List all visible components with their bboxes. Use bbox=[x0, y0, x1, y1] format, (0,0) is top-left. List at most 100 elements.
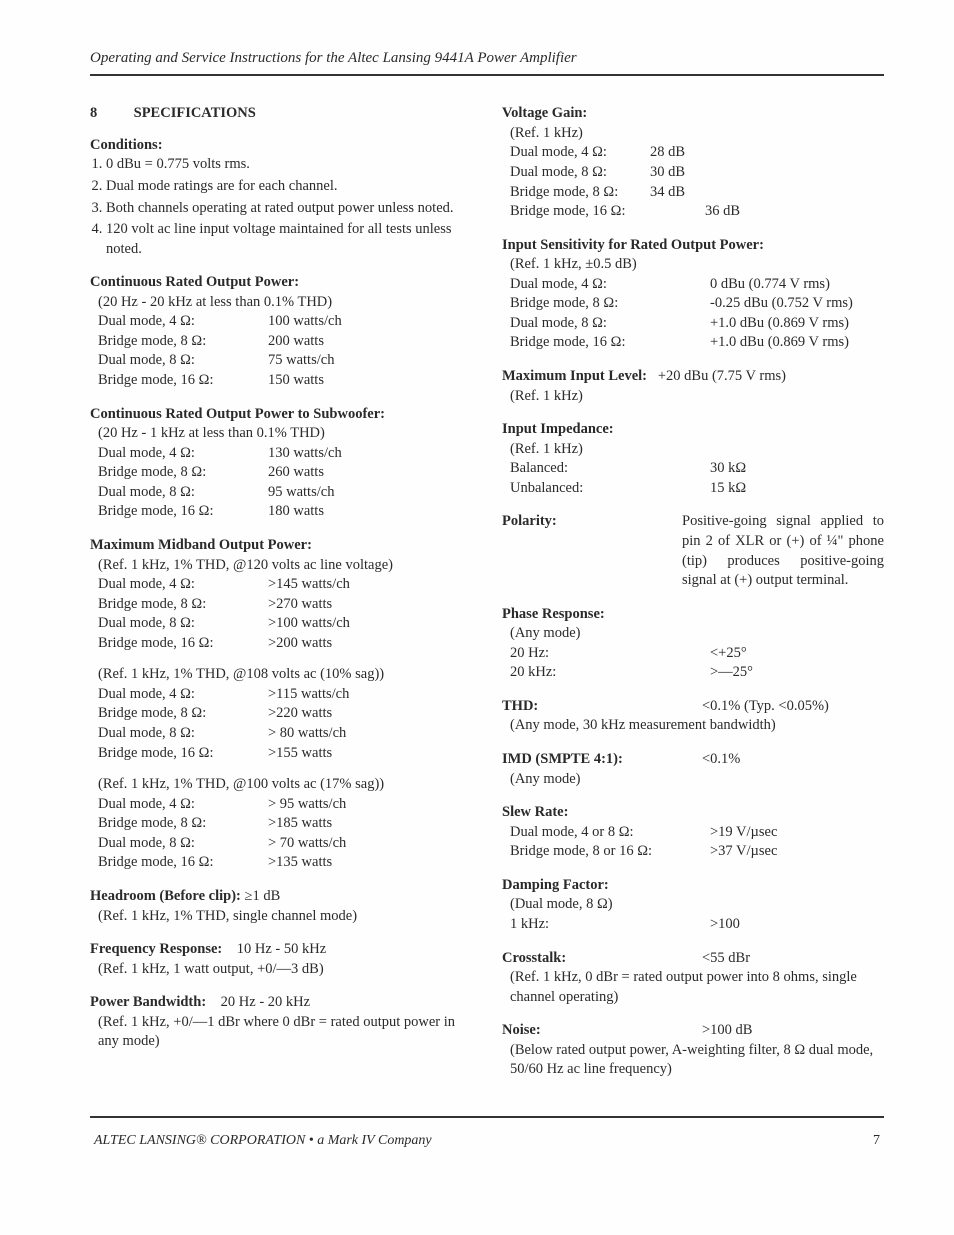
spec-value: >37 V/µsec bbox=[710, 842, 884, 862]
spec-label: Bridge mode, 8 or 16 Ω: bbox=[510, 842, 710, 862]
phase-sub: (Any mode) bbox=[502, 624, 884, 644]
freq-resp-label: Frequency Response: bbox=[90, 941, 222, 957]
imd-val: <0.1% bbox=[702, 750, 884, 770]
spec-label: Dual mode, 8 Ω: bbox=[98, 483, 268, 503]
noise-label: Noise: bbox=[502, 1021, 702, 1041]
spec-label: Dual mode, 4 Ω: bbox=[98, 685, 268, 705]
spec-row: Dual mode, 4 Ω:> 95 watts/ch bbox=[98, 795, 472, 815]
spec-value: >135 watts bbox=[268, 853, 472, 873]
spec-row: Bridge mode, 16 Ω:+1.0 dBu (0.869 V rms) bbox=[510, 333, 884, 353]
spec-row: Bridge mode, 16 Ω:36 dB bbox=[510, 202, 884, 222]
right-column: Voltage Gain: (Ref. 1 kHz) Dual mode, 4 … bbox=[502, 104, 884, 1094]
crop-sub: (20 Hz - 20 kHz at less than 0.1% THD) bbox=[90, 293, 472, 313]
slew-title: Slew Rate: bbox=[502, 803, 884, 823]
footer-company: ALTEC LANSING® CORPORATION • a Mark IV C… bbox=[94, 1132, 432, 1151]
mmop-block: Maximum Midband Output Power: (Ref. 1 kH… bbox=[90, 536, 472, 873]
spec-row: Dual mode, 4 or 8 Ω:>19 V/µsec bbox=[510, 823, 884, 843]
maxin-val: +20 dBu (7.75 V rms) bbox=[658, 368, 786, 384]
spec-label: Bridge mode, 8 Ω: bbox=[98, 814, 268, 834]
spec-value: >270 watts bbox=[268, 595, 472, 615]
spec-row: Bridge mode, 16 Ω:>200 watts bbox=[98, 634, 472, 654]
spec-row: Bridge mode, 8 Ω:-0.25 dBu (0.752 V rms) bbox=[510, 294, 884, 314]
conditions-block: Conditions: 0 dBu = 0.775 volts rms. Dua… bbox=[90, 136, 472, 259]
spec-label: Bridge mode, 16 Ω: bbox=[98, 502, 268, 522]
left-column: 8 SPECIFICATIONS Conditions: 0 dBu = 0.7… bbox=[90, 104, 472, 1094]
spec-row: 1 kHz:>100 bbox=[510, 915, 884, 935]
spec-row: 20 kHz:>—25° bbox=[510, 663, 884, 683]
spec-value: > 95 watts/ch bbox=[268, 795, 472, 815]
condition-item: 0 dBu = 0.775 volts rms. bbox=[106, 155, 472, 175]
isens-block: Input Sensitivity for Rated Output Power… bbox=[502, 236, 884, 353]
spec-row: Bridge mode, 8 Ω:260 watts bbox=[98, 463, 472, 483]
crop-sub-sub: (20 Hz - 1 kHz at less than 0.1% THD) bbox=[90, 424, 472, 444]
slew-block: Slew Rate: Dual mode, 4 or 8 Ω:>19 V/µse… bbox=[502, 803, 884, 862]
spec-value: 260 watts bbox=[268, 463, 472, 483]
imd-sub: (Any mode) bbox=[502, 770, 884, 790]
spec-row: Dual mode, 8 Ω:95 watts/ch bbox=[98, 483, 472, 503]
xtalk-val: <55 dBr bbox=[702, 949, 884, 969]
spec-value: 180 watts bbox=[268, 502, 472, 522]
section-title: SPECIFICATIONS bbox=[134, 105, 256, 121]
spec-label: Bridge mode, 8 Ω: bbox=[98, 332, 268, 352]
spec-row: Dual mode, 4 Ω:>115 watts/ch bbox=[98, 685, 472, 705]
spec-value: 30 dB bbox=[650, 163, 884, 183]
condition-item: Dual mode ratings are for each channel. bbox=[106, 177, 472, 197]
damp-sub: (Dual mode, 8 Ω) bbox=[502, 895, 884, 915]
spec-label: Bridge mode, 16 Ω: bbox=[98, 371, 268, 391]
spec-label: Dual mode, 8 Ω: bbox=[98, 834, 268, 854]
spec-value: 130 watts/ch bbox=[268, 444, 472, 464]
condition-item: 120 volt ac line input voltage maintaine… bbox=[106, 220, 472, 259]
spec-row: Dual mode, 8 Ω:>100 watts/ch bbox=[98, 614, 472, 634]
maxin-label: Maximum Input Level: bbox=[502, 368, 647, 384]
imd-block: IMD (SMPTE 4:1): <0.1% (Any mode) bbox=[502, 750, 884, 789]
polarity-val: Positive-going signal applied to pin 2 o… bbox=[682, 512, 884, 590]
polarity-label: Polarity: bbox=[502, 512, 682, 590]
spec-label: Dual mode, 4 Ω: bbox=[98, 575, 268, 595]
spec-label: Bridge mode, 8 Ω: bbox=[98, 463, 268, 483]
crop-sub-title: Continuous Rated Output Power to Subwoof… bbox=[90, 405, 472, 425]
freq-resp-sub: (Ref. 1 kHz, 1 watt output, +0/—3 dB) bbox=[90, 960, 472, 980]
spec-row: Bridge mode, 8 or 16 Ω:>37 V/µsec bbox=[510, 842, 884, 862]
thd-block: THD: <0.1% (Typ. <0.05%) (Any mode, 30 k… bbox=[502, 697, 884, 736]
spec-row: Dual mode, 8 Ω:> 80 watts/ch bbox=[98, 724, 472, 744]
spec-value: 150 watts bbox=[268, 371, 472, 391]
spec-value: 95 watts/ch bbox=[268, 483, 472, 503]
spec-label: Dual mode, 4 or 8 Ω: bbox=[510, 823, 710, 843]
spec-value: 15 kΩ bbox=[710, 479, 884, 499]
xtalk-block: Crosstalk: <55 dBr (Ref. 1 kHz, 0 dBr = … bbox=[502, 949, 884, 1008]
spec-row: Bridge mode, 8 Ω:34 dB bbox=[510, 183, 884, 203]
spec-label: Bridge mode, 8 Ω: bbox=[510, 294, 710, 314]
pbw-label: Power Bandwidth: bbox=[90, 994, 206, 1010]
spec-label: Dual mode, 4 Ω: bbox=[510, 275, 710, 295]
spec-label: Dual mode, 8 Ω: bbox=[510, 163, 650, 183]
spec-value: >100 watts/ch bbox=[268, 614, 472, 634]
spec-value: 34 dB bbox=[650, 183, 884, 203]
spec-value: +1.0 dBu (0.869 V rms) bbox=[710, 314, 884, 334]
section-heading: 8 SPECIFICATIONS bbox=[90, 104, 472, 124]
spec-row: Dual mode, 8 Ω:+1.0 dBu (0.869 V rms) bbox=[510, 314, 884, 334]
spec-row: Dual mode, 8 Ω:> 70 watts/ch bbox=[98, 834, 472, 854]
vgain-sub: (Ref. 1 kHz) bbox=[502, 124, 884, 144]
damp-block: Damping Factor: (Dual mode, 8 Ω) 1 kHz:>… bbox=[502, 876, 884, 935]
spec-label: Bridge mode, 16 Ω: bbox=[98, 744, 268, 764]
spec-row: Dual mode, 8 Ω:75 watts/ch bbox=[98, 351, 472, 371]
condition-item: Both channels operating at rated output … bbox=[106, 199, 472, 219]
spec-value: 100 watts/ch bbox=[268, 312, 472, 332]
noise-sub: (Below rated output power, A-weighting f… bbox=[502, 1041, 884, 1080]
maxin-block: Maximum Input Level: +20 dBu (7.75 V rms… bbox=[502, 367, 884, 406]
spec-row: Dual mode, 4 Ω:130 watts/ch bbox=[98, 444, 472, 464]
spec-row: Balanced:30 kΩ bbox=[510, 459, 884, 479]
crop-title: Continuous Rated Output Power: bbox=[90, 273, 472, 293]
spec-label: Bridge mode, 8 Ω: bbox=[98, 595, 268, 615]
conditions-list: 0 dBu = 0.775 volts rms. Dual mode ratin… bbox=[90, 155, 472, 259]
spec-row: Dual mode, 4 Ω:0 dBu (0.774 V rms) bbox=[510, 275, 884, 295]
spec-value: 28 dB bbox=[650, 143, 884, 163]
spec-label: Bridge mode, 8 Ω: bbox=[510, 183, 650, 203]
crop-sub-block: Continuous Rated Output Power to Subwoof… bbox=[90, 405, 472, 522]
spec-value: <+25° bbox=[710, 644, 884, 664]
spec-row: Dual mode, 4 Ω:100 watts/ch bbox=[98, 312, 472, 332]
spec-row: Bridge mode, 16 Ω:>135 watts bbox=[98, 853, 472, 873]
phase-title: Phase Response: bbox=[502, 605, 884, 625]
spec-value: > 70 watts/ch bbox=[268, 834, 472, 854]
xtalk-sub: (Ref. 1 kHz, 0 dBr = rated output power … bbox=[502, 968, 884, 1007]
